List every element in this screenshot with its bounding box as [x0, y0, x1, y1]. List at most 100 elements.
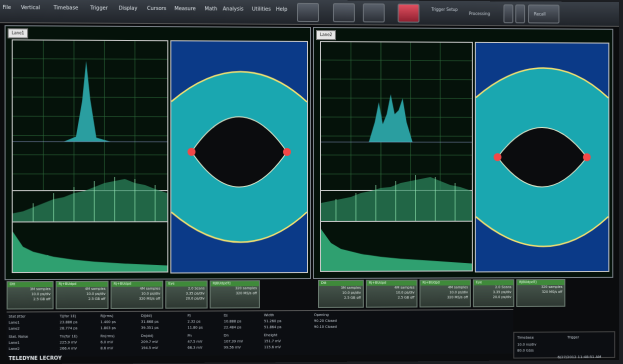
descriptor-line: 20.0 ps/div — [166, 296, 206, 301]
run-button[interactable] — [515, 4, 525, 23]
measure-cell: 107.39 mV — [224, 339, 243, 344]
measure-cell: 225.9 mV — [60, 340, 77, 345]
measure-cell: Lane2 — [9, 327, 20, 332]
descriptor-line: 2.5 GB off — [57, 297, 108, 302]
lane2-rj-plot — [320, 221, 473, 272]
measure-cell: 90.10 Closed — [314, 325, 337, 330]
record-button[interactable] — [398, 4, 420, 23]
measure-cell: 8.6 mV — [100, 346, 113, 351]
menu-bar: File Vertical Timebase Trigger Display C… — [0, 0, 619, 27]
menu-timebase[interactable]: Timebase — [54, 5, 79, 11]
lane2-spectrum-plot — [321, 163, 472, 221]
descriptor-box[interactable]: Dtt 3M samples 10.0 ps/div 2.5 GB off — [318, 280, 364, 308]
menu-trigger[interactable]: Trigger — [90, 6, 108, 12]
menu-file[interactable]: File — [3, 5, 12, 11]
measure-cell: 11.80 ps — [187, 326, 202, 331]
measurement-table: Stat Jitter Tj(for 1E) Rj(rms) Dj(dd) Pj… — [7, 309, 514, 357]
measure-cell: Opening — [314, 313, 329, 318]
menu-measure[interactable]: Measure — [174, 6, 195, 12]
panel-lane1: Lane1 — [5, 25, 311, 280]
descriptor-line: 320 MS/s off — [517, 290, 564, 295]
panel-lane1-tab[interactable]: Lane1 — [8, 28, 29, 38]
menu-analysis[interactable]: Analysis — [223, 6, 244, 12]
measure-cell: 99.56 mV — [224, 345, 241, 350]
menu-display[interactable]: Display — [119, 6, 138, 12]
processing-label[interactable]: Processing — [469, 11, 490, 16]
measure-cell: Pn — [187, 334, 191, 339]
measure-cell: Eheight — [264, 333, 277, 338]
measure-cell: Stat Jitter — [9, 314, 26, 319]
lane1-spectrum-plot — [13, 163, 168, 222]
measure-cell: Dj(dd) — [141, 314, 152, 319]
menu-cursors[interactable]: Cursors — [147, 6, 166, 12]
descriptor-line: 320 MS/s off — [211, 291, 259, 296]
measure-cell: 51.864 ps — [264, 325, 281, 330]
measure-cell: Rn(rms) — [100, 334, 114, 339]
recall-button[interactable] — [363, 3, 385, 22]
menu-utilities[interactable]: Utilities — [252, 7, 271, 13]
menu-help[interactable]: Help — [276, 7, 287, 13]
menu-math[interactable]: Math — [205, 6, 218, 12]
measure-cell: 1.803 ps — [100, 326, 115, 331]
panel-lane2: Lane2 — [313, 27, 613, 279]
measure-cell: 22.484 ps — [224, 325, 242, 330]
status-line: 10.0 ns/div — [517, 343, 536, 347]
recall-label: Recall — [534, 11, 546, 16]
acquire-button[interactable] — [333, 3, 355, 22]
measure-cell: 66.3 mV — [187, 346, 202, 351]
lane1-spectrum — [12, 163, 169, 223]
descriptor-box[interactable]: Eye 2.0 Scans 3.35 ps/div 20.0 ps/div — [473, 279, 514, 307]
measure-cell: Dn — [224, 333, 229, 338]
descriptor-box[interactable]: Dtt 3M samples 10.0 ps/div 2.5 GB off — [7, 281, 54, 310]
descriptor-line: 320 MS/s off — [420, 295, 469, 300]
lane2-eye-plot — [476, 43, 609, 272]
measure-cell: Tn(for 1E) — [60, 334, 78, 339]
measure-cell: Width — [264, 313, 274, 318]
autosetup-button[interactable] — [297, 3, 319, 22]
measure-cell: Lane1 — [9, 341, 20, 346]
descriptor-box[interactable]: Rj+BUdpd 4M samples 10.0 ps/div 320 MS/s… — [111, 281, 164, 309]
descriptor-box[interactable]: Eye 2.0 Scans 3.35 ps/div 20.0 ps/div — [165, 280, 207, 308]
measure-cell: 151.7 mV — [264, 339, 281, 344]
descriptor-line: 320 MS/s off — [112, 297, 163, 302]
measure-cell: Rj(rms) — [100, 314, 113, 319]
trigger-setup-label[interactable]: Trigger Setup — [431, 7, 457, 12]
lane1-rj-plot — [12, 221, 169, 273]
lane2-rj-curve — [321, 221, 472, 271]
status-line: 80.0 GS/s — [517, 349, 534, 353]
descriptor-box[interactable]: Rj+BUdpd 4M samples 10.0 ps/div 2.5 GB o… — [366, 280, 418, 308]
measure-cell: 23.886 ps — [60, 320, 78, 325]
stop-button[interactable] — [503, 4, 513, 23]
measure-cell: 10.888 ps — [224, 319, 242, 324]
descriptor-line: 2.5 GB off — [367, 296, 417, 301]
measure-cell: 1.400 ps — [100, 320, 115, 325]
measure-cell: Stat. Noise — [9, 335, 28, 340]
lane1-eye-diagram — [170, 40, 308, 273]
datetime: 6/27/2012 11:48:51 AM — [557, 354, 601, 359]
panel-lane2-tab[interactable]: Lane2 — [316, 30, 336, 40]
descriptor-box[interactable]: Rj+BUdpd 4M samples 10.0 ps/div 2.5 GB o… — [56, 281, 109, 309]
measure-cell: 266.4 mV — [60, 346, 77, 351]
measure-cell: 209.7 mV — [141, 340, 158, 345]
measure-cell: 6.0 mV — [100, 340, 113, 345]
measure-cell: Dj — [224, 313, 228, 318]
measure-cell: Dn(dd) — [141, 334, 153, 339]
descriptor-box[interactable]: RJBUdpdTJ 320 samples 320 MS/s off — [516, 279, 565, 307]
measure-cell: Pj — [187, 314, 190, 319]
descriptor-line: 20.0 ps/div — [474, 295, 513, 300]
status-timebase: Timebase — [517, 336, 534, 340]
descriptor-box[interactable]: RJBUdpdTJ 320 samples 320 MS/s off — [210, 280, 260, 308]
measure-cell: 47.5 mV — [187, 340, 202, 345]
descriptor-line: 2.5 GB off — [8, 297, 53, 302]
descriptor-line: 2.5 GB off — [319, 296, 363, 301]
measure-cell: 115.6 mV — [264, 345, 281, 350]
measure-cell: 31.668 ps — [141, 320, 159, 325]
measure-cell: Lane2 — [9, 347, 20, 352]
measure-cell: 194.5 mV — [141, 346, 158, 351]
descriptor-box[interactable]: Rj+BUdpd 4M samples 10.0 ps/div 320 MS/s… — [419, 279, 470, 307]
menu-vertical[interactable]: Vertical — [21, 5, 40, 11]
brand-logo: TELEDYNE LECROY — [9, 356, 62, 362]
lane2-spectrum — [320, 163, 473, 222]
measure-cell: 39.351 ps — [141, 326, 159, 331]
